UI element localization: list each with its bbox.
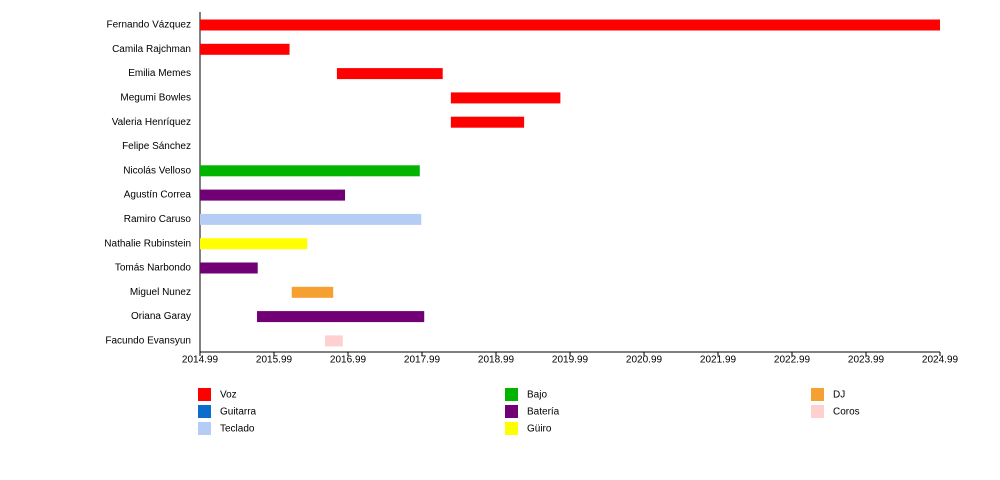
y-tick-label: Ramiro Caruso [124, 214, 192, 225]
y-tick-label: Agustín Correa [124, 190, 192, 201]
x-tick-label: 2015.99 [256, 355, 293, 366]
y-tick-label: Nicolás Velloso [123, 165, 191, 176]
legend-swatch [505, 422, 518, 435]
legend-label: Bajo [527, 390, 547, 401]
bar [291, 286, 334, 298]
x-tick-label: 2021.99 [700, 355, 737, 366]
x-tick-label: 2022.99 [774, 355, 811, 366]
x-tick-label: 2017.99 [404, 355, 441, 366]
legend-swatch [811, 405, 824, 418]
legend-swatch [505, 405, 518, 418]
legend-label: Coros [833, 407, 860, 418]
legend-label: DJ [833, 390, 845, 401]
y-tick-label: Fernando Vázquez [106, 20, 191, 31]
x-tick-label: 2023.99 [848, 355, 885, 366]
bar [200, 165, 420, 177]
legend-swatch [198, 388, 211, 401]
x-tick-label: 2019.99 [552, 355, 589, 366]
legend-label: Batería [527, 407, 560, 418]
legend-label: Voz [220, 390, 237, 401]
legend-swatch [198, 405, 211, 418]
y-tick-label: Nathalie Rubinstein [104, 238, 191, 249]
y-tick-label: Valeria Henríquez [112, 117, 191, 128]
legend-swatch [505, 388, 518, 401]
bar [200, 262, 258, 274]
x-tick-label: 2018.99 [478, 355, 515, 366]
bar [325, 335, 343, 347]
legend-label: Teclado [220, 424, 255, 435]
bar [256, 311, 425, 323]
bar [200, 19, 940, 31]
y-tick-label: Felipe Sánchez [122, 141, 191, 152]
bar [200, 189, 346, 201]
y-tick-label: Megumi Bowles [120, 93, 191, 104]
y-tick-label: Facundo Evansyun [105, 336, 191, 347]
bar [200, 238, 308, 250]
y-tick-label: Emilia Memes [128, 68, 191, 79]
x-tick-label: 2014.99 [182, 355, 219, 366]
y-tick-label: Miguel Nunez [130, 287, 191, 298]
y-tick-label: Oriana Garay [131, 311, 191, 322]
bar [336, 68, 443, 80]
x-tick-label: 2024.99 [922, 355, 959, 366]
x-tick-label: 2016.99 [330, 355, 367, 366]
bar [450, 92, 561, 104]
legend-swatch [811, 388, 824, 401]
bar [200, 43, 290, 55]
bar [450, 116, 525, 128]
legend-swatch [198, 422, 211, 435]
y-tick-label: Camila Rajchman [112, 44, 191, 55]
legend-label: Guitarra [220, 407, 257, 418]
x-tick-label: 2020.99 [626, 355, 663, 366]
legend-label: Güiro [527, 424, 552, 435]
bar [200, 213, 422, 225]
y-tick-label: Tomás Narbondo [115, 263, 192, 274]
